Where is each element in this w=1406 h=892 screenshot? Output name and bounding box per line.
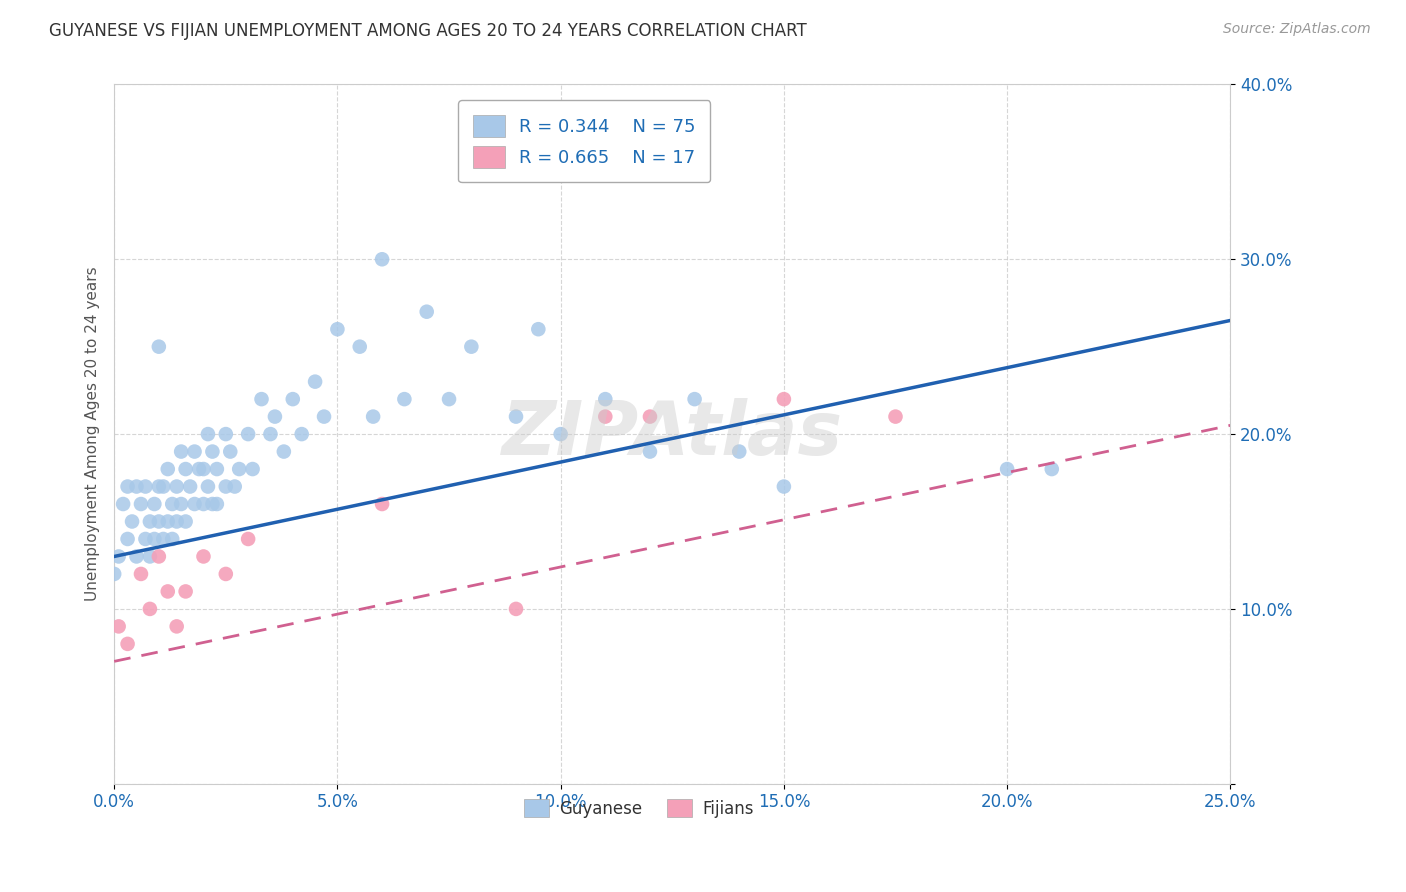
Point bbox=[505, 602, 527, 616]
Point bbox=[527, 322, 550, 336]
Point bbox=[197, 427, 219, 442]
Point bbox=[174, 462, 197, 476]
Point bbox=[112, 497, 135, 511]
Point bbox=[143, 497, 166, 511]
Point bbox=[156, 584, 179, 599]
Point bbox=[415, 304, 437, 318]
Y-axis label: Unemployment Among Ages 20 to 24 years: Unemployment Among Ages 20 to 24 years bbox=[86, 267, 100, 601]
Point bbox=[156, 462, 179, 476]
Point bbox=[143, 532, 166, 546]
Point bbox=[148, 340, 170, 354]
Point bbox=[188, 462, 211, 476]
Point bbox=[205, 462, 228, 476]
Point bbox=[638, 444, 661, 458]
Point bbox=[139, 549, 162, 564]
Point bbox=[170, 497, 193, 511]
Point bbox=[107, 549, 129, 564]
Point bbox=[273, 444, 295, 458]
Point bbox=[250, 392, 273, 406]
Point bbox=[312, 409, 335, 424]
Point bbox=[148, 515, 170, 529]
Point bbox=[595, 409, 617, 424]
Point bbox=[361, 409, 384, 424]
Point bbox=[174, 584, 197, 599]
Point bbox=[291, 427, 314, 442]
Point bbox=[117, 479, 139, 493]
Point bbox=[884, 409, 907, 424]
Point bbox=[281, 392, 304, 406]
Point bbox=[215, 566, 238, 581]
Point bbox=[183, 444, 205, 458]
Point bbox=[638, 409, 661, 424]
Point bbox=[121, 515, 143, 529]
Point bbox=[117, 637, 139, 651]
Point bbox=[166, 515, 188, 529]
Point bbox=[107, 619, 129, 633]
Point bbox=[773, 392, 796, 406]
Point bbox=[139, 602, 162, 616]
Point bbox=[683, 392, 706, 406]
Point bbox=[160, 497, 183, 511]
Point bbox=[205, 497, 228, 511]
Point bbox=[170, 444, 193, 458]
Point bbox=[460, 340, 482, 354]
Point bbox=[215, 479, 238, 493]
Point bbox=[224, 479, 246, 493]
Point bbox=[264, 409, 287, 424]
Point bbox=[215, 427, 238, 442]
Point bbox=[174, 515, 197, 529]
Point bbox=[129, 497, 152, 511]
Point bbox=[148, 549, 170, 564]
Point bbox=[228, 462, 250, 476]
Point bbox=[166, 619, 188, 633]
Point bbox=[125, 479, 148, 493]
Point bbox=[505, 409, 527, 424]
Point bbox=[139, 515, 162, 529]
Point bbox=[125, 549, 148, 564]
Point bbox=[371, 252, 394, 267]
Point bbox=[156, 515, 179, 529]
Point bbox=[148, 479, 170, 493]
Point bbox=[193, 462, 215, 476]
Point bbox=[103, 566, 125, 581]
Point bbox=[773, 479, 796, 493]
Point bbox=[129, 566, 152, 581]
Point bbox=[117, 532, 139, 546]
Point bbox=[371, 497, 394, 511]
Point bbox=[437, 392, 460, 406]
Point bbox=[197, 479, 219, 493]
Point bbox=[201, 444, 224, 458]
Point bbox=[179, 479, 201, 493]
Point bbox=[349, 340, 371, 354]
Point bbox=[134, 479, 156, 493]
Point bbox=[183, 497, 205, 511]
Point bbox=[160, 532, 183, 546]
Point bbox=[242, 462, 264, 476]
Point bbox=[550, 427, 572, 442]
Point bbox=[728, 444, 751, 458]
Point bbox=[236, 532, 259, 546]
Point bbox=[152, 479, 174, 493]
Point bbox=[394, 392, 416, 406]
Point bbox=[259, 427, 281, 442]
Text: GUYANESE VS FIJIAN UNEMPLOYMENT AMONG AGES 20 TO 24 YEARS CORRELATION CHART: GUYANESE VS FIJIAN UNEMPLOYMENT AMONG AG… bbox=[49, 22, 807, 40]
Point bbox=[166, 479, 188, 493]
Point bbox=[236, 427, 259, 442]
Point bbox=[152, 532, 174, 546]
Text: Source: ZipAtlas.com: Source: ZipAtlas.com bbox=[1223, 22, 1371, 37]
Point bbox=[201, 497, 224, 511]
Point bbox=[219, 444, 242, 458]
Point bbox=[304, 375, 326, 389]
Point bbox=[1040, 462, 1063, 476]
Legend: Guyanese, Fijians: Guyanese, Fijians bbox=[517, 792, 761, 824]
Point bbox=[326, 322, 349, 336]
Point bbox=[193, 549, 215, 564]
Point bbox=[995, 462, 1018, 476]
Point bbox=[193, 497, 215, 511]
Point bbox=[134, 532, 156, 546]
Text: ZIPAtlas: ZIPAtlas bbox=[502, 398, 842, 471]
Point bbox=[595, 392, 617, 406]
